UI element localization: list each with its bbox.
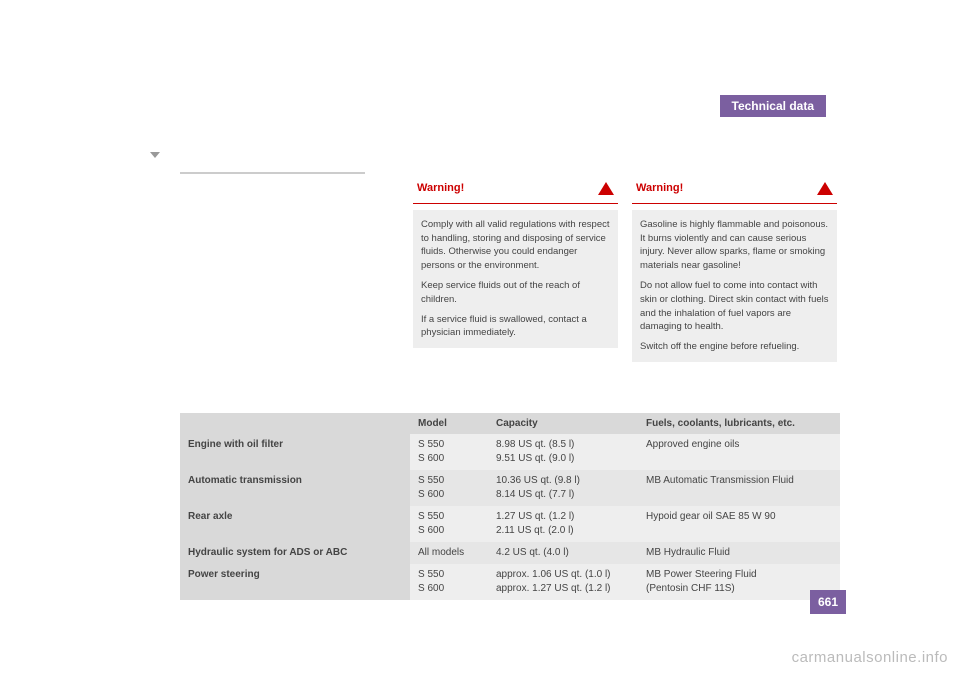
- row-label: Rear axle: [180, 506, 410, 542]
- dropdown-arrow-icon: [150, 152, 160, 158]
- capacities-table: Model Capacity Fuels, coolants, lubrican…: [180, 413, 840, 600]
- page-number: 661: [810, 590, 846, 614]
- warning-body: Gasoline is highly flammable and poisono…: [632, 210, 837, 362]
- table-row: Automatic transmissionS 550S 60010.36 US…: [180, 470, 840, 506]
- warning-title: Warning!: [417, 181, 464, 197]
- warning-text: If a service fluid is swallowed, contact…: [421, 313, 610, 341]
- row-fluid: MB Hydraulic Fluid: [638, 542, 840, 564]
- warning-box-1: Warning! Comply with all valid regulatio…: [413, 181, 618, 348]
- warning-text: Keep service fluids out of the reach of …: [421, 279, 610, 307]
- row-model: S 550S 600: [410, 564, 488, 600]
- warning-body: Comply with all valid regulations with r…: [413, 210, 618, 348]
- warning-text: Switch off the engine before refueling.: [640, 340, 829, 354]
- table-header-fluids: Fuels, coolants, lubricants, etc.: [638, 413, 840, 434]
- row-label: Automatic transmission: [180, 470, 410, 506]
- table-header-row: Model Capacity Fuels, coolants, lubrican…: [180, 413, 840, 434]
- warning-triangle-icon: [598, 182, 614, 195]
- row-fluid: Approved engine oils: [638, 434, 840, 470]
- row-capacity: approx. 1.06 US qt. (1.0 l)approx. 1.27 …: [488, 564, 638, 600]
- row-capacity: 4.2 US qt. (4.0 l): [488, 542, 638, 564]
- row-capacity: 8.98 US qt. (8.5 l)9.51 US qt. (9.0 l): [488, 434, 638, 470]
- table-row: Power steeringS 550S 600approx. 1.06 US …: [180, 564, 840, 600]
- row-label: Engine with oil filter: [180, 434, 410, 470]
- header-bar: Technical data: [720, 95, 826, 117]
- row-model: S 550S 600: [410, 470, 488, 506]
- row-capacity: 1.27 US qt. (1.2 l)2.11 US qt. (2.0 l): [488, 506, 638, 542]
- table-header-blank: [180, 413, 410, 434]
- row-label: Power steering: [180, 564, 410, 600]
- warning-header: Warning!: [413, 181, 618, 204]
- warning-header: Warning!: [632, 181, 837, 204]
- table-row: Hydraulic system for ADS or ABCAll model…: [180, 542, 840, 564]
- warning-box-2: Warning! Gasoline is highly flammable an…: [632, 181, 837, 362]
- warning-text: Gasoline is highly flammable and poisono…: [640, 218, 829, 273]
- table-row: Rear axleS 550S 6001.27 US qt. (1.2 l)2.…: [180, 506, 840, 542]
- warning-triangle-icon: [817, 182, 833, 195]
- row-model: S 550S 600: [410, 434, 488, 470]
- table-row: Engine with oil filterS 550S 6008.98 US …: [180, 434, 840, 470]
- warning-title: Warning!: [636, 181, 683, 197]
- warning-text: Comply with all valid regulations with r…: [421, 218, 610, 273]
- row-fluid: Hypoid gear oil SAE 85 W 90: [638, 506, 840, 542]
- row-fluid: MB Automatic Transmission Fluid: [638, 470, 840, 506]
- warning-text: Do not allow fuel to come into contact w…: [640, 279, 829, 334]
- section-tab: Technical data: [720, 95, 826, 117]
- row-label: Hydraulic system for ADS or ABC: [180, 542, 410, 564]
- side-rule: [180, 172, 365, 174]
- row-model: All models: [410, 542, 488, 564]
- watermark: carmanualsonline.info: [792, 649, 948, 666]
- row-capacity: 10.36 US qt. (9.8 l)8.14 US qt. (7.7 l): [488, 470, 638, 506]
- row-model: S 550S 600: [410, 506, 488, 542]
- table-header-capacity: Capacity: [488, 413, 638, 434]
- table-header-model: Model: [410, 413, 488, 434]
